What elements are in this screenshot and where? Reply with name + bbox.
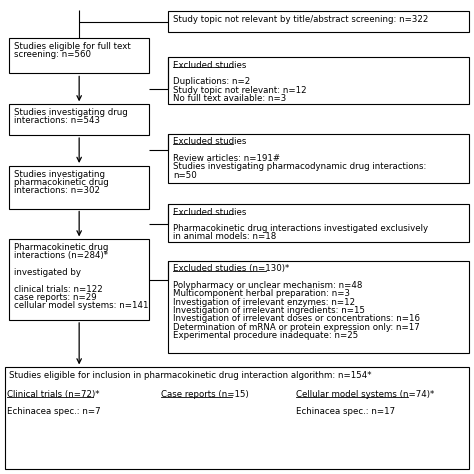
Text: Experimental procedure inadequate: n=25: Experimental procedure inadequate: n=25 bbox=[173, 331, 358, 340]
Text: Polypharmacy or unclear mechanism: n=48: Polypharmacy or unclear mechanism: n=48 bbox=[173, 281, 363, 290]
Text: case reports: n=29: case reports: n=29 bbox=[14, 293, 97, 302]
Text: Excluded studies: Excluded studies bbox=[173, 61, 246, 70]
Text: in animal models: n=18: in animal models: n=18 bbox=[173, 233, 276, 241]
Text: Investigation of irrelevant ingredients: n=15: Investigation of irrelevant ingredients:… bbox=[173, 306, 365, 315]
Text: Pharmacokinetic drug interactions investigated exclusively: Pharmacokinetic drug interactions invest… bbox=[173, 224, 428, 233]
Text: Study topic not relevant by title/abstract screening: n=322: Study topic not relevant by title/abstra… bbox=[173, 15, 428, 24]
Text: pharmacokinetic drug: pharmacokinetic drug bbox=[14, 178, 109, 187]
Text: Studies investigating: Studies investigating bbox=[14, 170, 105, 179]
Text: Studies eligible for full text: Studies eligible for full text bbox=[14, 42, 131, 51]
Bar bbox=[9, 166, 149, 209]
Bar bbox=[168, 204, 469, 242]
Bar bbox=[168, 261, 469, 353]
Text: Studies investigating drug: Studies investigating drug bbox=[14, 108, 128, 117]
Text: screening: n=560: screening: n=560 bbox=[14, 50, 91, 59]
Bar bbox=[168, 11, 469, 32]
Bar bbox=[5, 367, 469, 469]
Text: Clinical trials (n=72)*: Clinical trials (n=72)* bbox=[7, 390, 100, 399]
Bar bbox=[168, 134, 469, 183]
Text: Cellular model systems (n=74)*: Cellular model systems (n=74)* bbox=[296, 390, 435, 399]
Text: Investigation of irrelevant enzymes: n=12: Investigation of irrelevant enzymes: n=1… bbox=[173, 298, 355, 307]
Text: No full text available: n=3: No full text available: n=3 bbox=[173, 94, 286, 103]
Bar bbox=[9, 239, 149, 320]
Text: Excluded studies: Excluded studies bbox=[173, 137, 246, 146]
Text: Excluded studies: Excluded studies bbox=[173, 208, 246, 217]
Text: investigated by: investigated by bbox=[14, 268, 81, 277]
Text: interactions (n=284)*: interactions (n=284)* bbox=[14, 252, 108, 260]
Text: Investigation of irrelevant doses or concentrations: n=16: Investigation of irrelevant doses or con… bbox=[173, 314, 420, 323]
Text: Echinacea spec.: n=17: Echinacea spec.: n=17 bbox=[296, 407, 395, 416]
Text: Study topic not relevant: n=12: Study topic not relevant: n=12 bbox=[173, 86, 307, 94]
Text: Pharmacokinetic drug: Pharmacokinetic drug bbox=[14, 243, 109, 252]
Text: Review articles: n=191#: Review articles: n=191# bbox=[173, 154, 280, 163]
Text: Excluded studies (n=130)*: Excluded studies (n=130)* bbox=[173, 264, 289, 273]
Text: Multicomponent herbal preparation: n=3: Multicomponent herbal preparation: n=3 bbox=[173, 289, 350, 298]
Text: Duplications: n=2: Duplications: n=2 bbox=[173, 77, 250, 86]
Text: interactions: n=543: interactions: n=543 bbox=[14, 116, 100, 125]
Text: n=50: n=50 bbox=[173, 171, 197, 180]
Text: interactions: n=302: interactions: n=302 bbox=[14, 186, 100, 195]
Text: Echinacea spec.: n=7: Echinacea spec.: n=7 bbox=[7, 407, 101, 416]
Text: Studies eligible for inclusion in pharmacokinetic drug interaction algorithm: n=: Studies eligible for inclusion in pharma… bbox=[9, 371, 372, 380]
Text: Studies investigating pharmacodynamic drug interactions:: Studies investigating pharmacodynamic dr… bbox=[173, 163, 427, 171]
Bar bbox=[9, 104, 149, 135]
Text: cellular model systems: n=141: cellular model systems: n=141 bbox=[14, 301, 149, 310]
Bar bbox=[9, 38, 149, 73]
Bar bbox=[168, 57, 469, 104]
Text: clinical trials: n=122: clinical trials: n=122 bbox=[14, 284, 103, 293]
Text: Determination of mRNA or protein expression only: n=17: Determination of mRNA or protein express… bbox=[173, 322, 420, 331]
Text: Case reports (n=15): Case reports (n=15) bbox=[161, 390, 249, 399]
